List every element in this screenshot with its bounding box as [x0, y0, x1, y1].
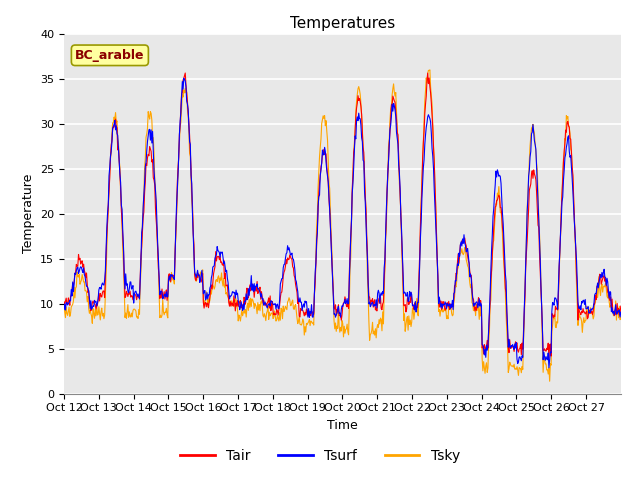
Legend: Tair, Tsurf, Tsky: Tair, Tsurf, Tsky: [175, 443, 465, 468]
Tsky: [432, 200, 440, 206]
Tair: [228, 300, 236, 306]
Tair: [617, 303, 625, 309]
Tsky: [276, 317, 284, 323]
Tsurf: [401, 289, 408, 295]
Tair: [401, 303, 408, 309]
X-axis label: Time: Time: [327, 419, 358, 432]
Tsurf: [228, 289, 236, 295]
Tsurf: [180, 75, 188, 81]
Tsurf: [545, 365, 553, 371]
Tsurf: [256, 289, 264, 295]
Line: Tsurf: Tsurf: [64, 78, 621, 368]
Tsky: [255, 301, 263, 307]
Tsky: [617, 314, 625, 320]
Tair: [277, 289, 285, 295]
Tsky: [546, 378, 554, 384]
Tair: [60, 299, 68, 305]
Tair: [432, 204, 440, 210]
Line: Tair: Tair: [64, 73, 621, 358]
Line: Tsky: Tsky: [64, 70, 621, 381]
Tsky: [228, 298, 236, 304]
Text: BC_arable: BC_arable: [75, 49, 145, 62]
Tair: [125, 291, 133, 297]
Tsky: [60, 305, 68, 311]
Tsurf: [617, 309, 625, 315]
Tsurf: [277, 278, 285, 284]
Tsurf: [432, 219, 440, 225]
Tair: [256, 284, 264, 290]
Tsky: [400, 318, 408, 324]
Tsurf: [60, 307, 68, 312]
Y-axis label: Temperature: Temperature: [22, 174, 35, 253]
Title: Temperatures: Temperatures: [290, 16, 395, 31]
Tsurf: [125, 286, 133, 291]
Tsky: [426, 67, 434, 72]
Tair: [181, 70, 189, 76]
Tsky: [125, 309, 133, 315]
Tair: [545, 355, 553, 361]
